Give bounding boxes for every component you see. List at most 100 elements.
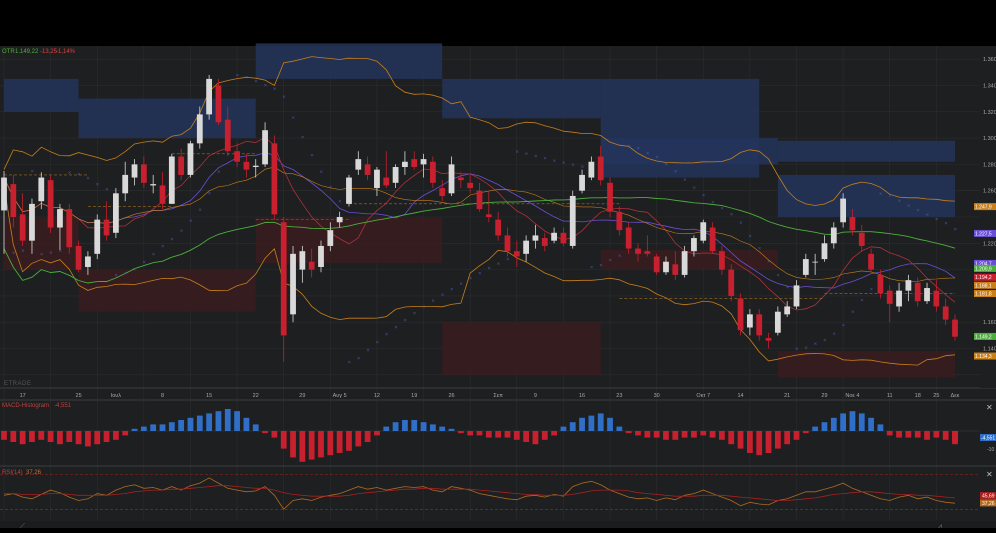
candle-body [774,311,781,333]
candle-body [1,177,7,211]
psar-dot: × [860,297,864,303]
price-label-tag [974,229,996,237]
psar-dot: × [674,168,678,174]
macd-bar [644,431,651,438]
psar-dot: × [394,324,398,330]
candle-body [103,219,110,236]
macd-bar [150,424,157,431]
psar-dot: × [944,221,948,227]
macd-bar [308,431,315,460]
macd-bar [10,431,17,442]
macd-bar [709,431,716,438]
macd-bar [802,431,809,434]
psar-dot: × [776,273,780,279]
psar-dot: × [105,187,109,193]
macd-bar [57,431,63,445]
macd-bar [868,417,874,431]
candle-body [924,288,930,302]
macd-bar [616,426,623,431]
y-tick-label: 1.280 [983,162,996,168]
y-tick-label: 1.260 [983,189,996,195]
candle-body [756,314,763,336]
supply-zone [255,43,443,79]
x-tick-label: 18 [915,393,921,399]
candle-body [812,261,819,263]
candle-body [224,119,231,152]
candle-body [532,235,539,241]
macd-bar [374,431,380,436]
candle-body [420,159,427,165]
candle-body [140,164,147,183]
candle-body [579,174,585,191]
macd-close-icon[interactable]: ✕ [986,403,993,412]
macd-bar [877,424,884,431]
candle-body [476,190,483,210]
psar-dot: × [329,184,333,190]
psar-dot: × [347,359,351,365]
psar-dot: × [86,175,90,181]
psar-dot: × [683,177,687,183]
psar-dot: × [543,156,547,162]
candle-body [243,161,250,170]
candle-body [597,156,604,181]
psar-dot: × [786,284,790,290]
psar-dot: × [832,331,836,337]
psar-dot: × [49,250,53,256]
psar-dot: × [469,275,473,281]
macd-bar [336,431,343,453]
candle-body [681,251,688,275]
draw-tool-icon[interactable]: ⟋ [20,522,25,530]
y-tick-label: 1.320 [983,110,996,116]
rsi-close-icon[interactable]: ✕ [986,470,993,479]
macd-bar [579,417,585,431]
candle-body [942,306,949,320]
candle-body [252,165,259,168]
macd-bar [765,431,772,453]
x-tick-label: 29 [821,393,827,399]
macd-bar [168,422,175,431]
macd-title[interactable]: MACD-Histogram [2,403,49,409]
demand-zone [4,217,79,270]
price-label-text: 1.247,9 [975,205,992,211]
candle-body [271,143,278,215]
psar-dot: × [375,339,379,345]
psar-dot: × [161,243,165,249]
rsi-title[interactable]: RSI(14) [2,470,23,476]
candle-body [402,161,408,168]
macd-bar [793,431,800,440]
price-label-text: 1.134,3 [975,354,992,360]
x-tick-label: 25 [933,393,939,399]
candle-body [495,219,502,236]
candle-body [168,156,175,204]
x-tick-label: Δεκ [951,393,960,399]
rsi-axis-label: 37,26 [982,501,995,507]
ticker-symbol[interactable]: OTR [2,49,15,55]
chart-type-icon[interactable]: ⩘ [938,522,942,530]
psar-dot: × [888,193,892,199]
candle-body [672,264,679,275]
psar-dot: × [152,251,156,257]
psar-dot: × [869,287,873,293]
psar-dot: × [804,345,808,351]
macd-bar [952,431,958,445]
x-tick-label: 12 [374,393,380,399]
macd-bar [737,431,744,449]
x-tick-label: 15 [206,393,212,399]
macd-bar [318,431,324,458]
candle-body [625,227,632,249]
macd-bar [327,431,334,456]
candle-body [746,314,753,328]
supply-zone [777,174,955,217]
candle-body [439,188,446,196]
macd-bar [812,426,819,431]
macd-bar [569,422,576,431]
macd-bar [196,415,203,431]
macd-bar [402,420,408,431]
candle-body [336,217,343,223]
psar-dot: × [77,172,81,178]
candle-body [513,251,520,257]
psar-dot: × [12,250,16,256]
x-tick-label: Αυγ 5 [333,393,347,399]
macd-bar [858,413,865,431]
